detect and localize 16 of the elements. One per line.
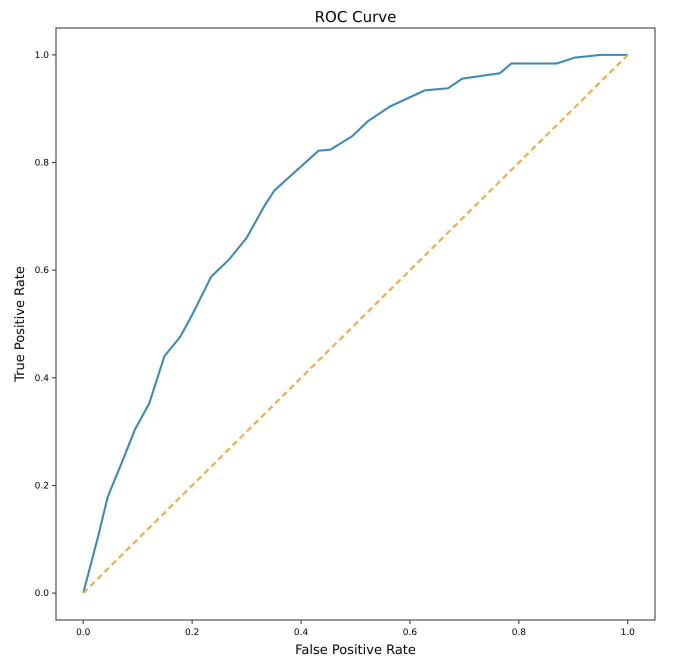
x-tick-label: 0.8 xyxy=(512,628,526,638)
y-tick-label: 0.0 xyxy=(34,589,50,600)
y-tick-label: 0.4 xyxy=(34,374,50,384)
x-axis-title: False Positive Rate xyxy=(295,643,416,658)
chart-title: ROC Curve xyxy=(314,8,396,26)
line-series xyxy=(82,54,629,594)
y-tick-label: 0.6 xyxy=(34,266,50,276)
y-axis-title: True Positive Rate xyxy=(13,266,28,383)
y-tick-label: 0.8 xyxy=(34,158,50,169)
x-tick-label: 0.2 xyxy=(184,628,200,638)
x-tick-label: 1.0 xyxy=(620,628,636,638)
y-tick-label: 0.2 xyxy=(34,481,49,492)
x-tick-label: 0.0 xyxy=(76,628,91,638)
y-tick-label: 1.0 xyxy=(34,50,50,61)
x-tick-label: 0.6 xyxy=(402,628,418,638)
x-tick-label: 0.4 xyxy=(294,628,308,638)
